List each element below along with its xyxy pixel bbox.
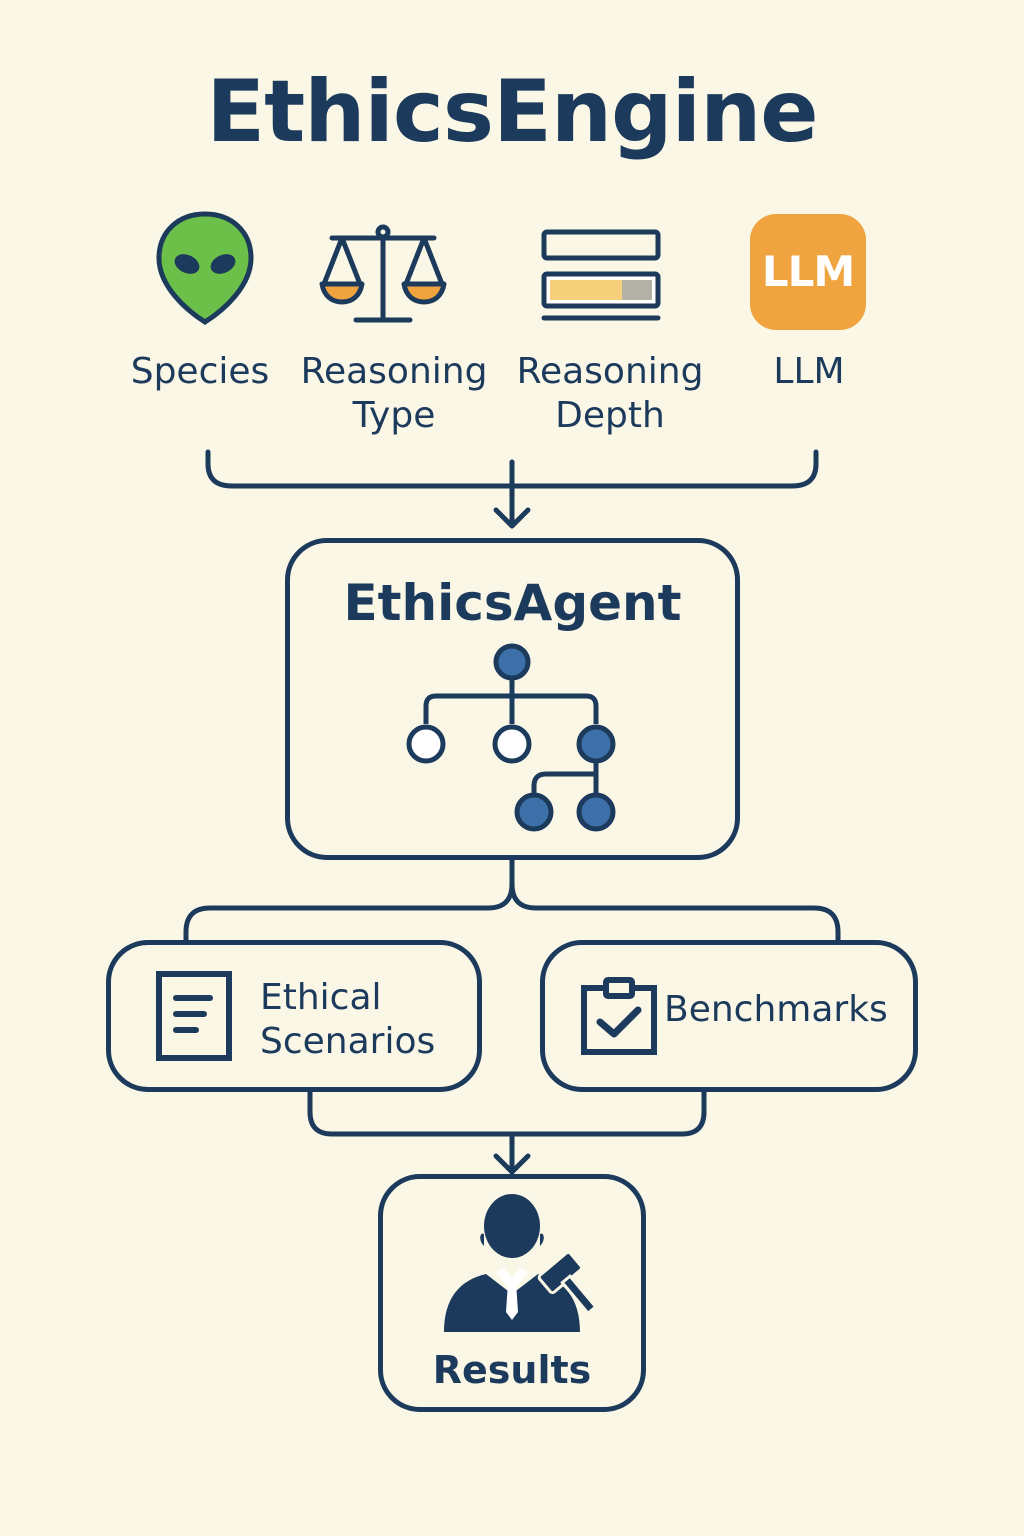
tree-icon: [406, 643, 616, 832]
tree-node: [514, 792, 554, 832]
tree-node: [576, 724, 616, 764]
benchmarks-label: Benchmarks: [664, 989, 888, 1030]
input-label-llm: LLM: [773, 351, 845, 392]
input-label-reasoning-depth: Reasoning Depth: [516, 351, 704, 436]
clipboard-check-icon: [581, 977, 657, 1055]
outputs-merge-connector: [307, 1087, 707, 1137]
inputs-arrow-head: [493, 507, 531, 529]
results-arrow-head: [493, 1153, 531, 1175]
progress-bar-icon: [541, 229, 661, 321]
agent-split-connector: [183, 855, 841, 945]
results-label: Results: [432, 1348, 592, 1392]
input-label-reasoning-type: Reasoning Type: [300, 351, 488, 436]
llm-icon: LLM: [750, 214, 866, 330]
document-icon: [156, 971, 232, 1061]
alien-icon: [156, 211, 254, 325]
tree-node: [406, 724, 446, 764]
tree-node-root: [493, 643, 531, 681]
tree-node: [492, 724, 532, 764]
benchmarks-box: [540, 940, 918, 1092]
judge-icon: [444, 1194, 598, 1332]
scales-icon: [319, 224, 447, 323]
ethics-agent-title: EthicsAgent: [343, 574, 682, 632]
ethical-scenarios-label: Ethical Scenarios: [260, 977, 436, 1062]
ethical-scenarios-box: [106, 940, 482, 1092]
page-title: EthicsEngine: [206, 62, 818, 162]
tree-node: [576, 792, 616, 832]
input-label-species: Species: [130, 351, 270, 392]
